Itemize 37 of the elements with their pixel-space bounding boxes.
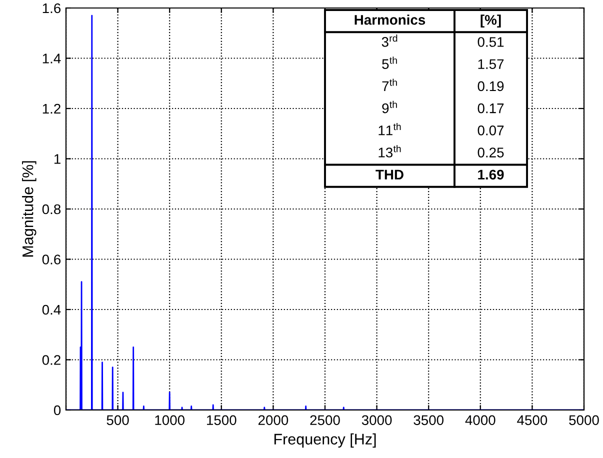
x-tick-label: 1500 (207, 415, 236, 426)
y-tick-label: 1.4 (42, 54, 61, 64)
annotation: 0.51 (478, 37, 504, 47)
annotation: 1.57 (478, 59, 504, 70)
annotation: 9$^{th}$ (382, 100, 397, 114)
x-tick-label: 3500 (414, 415, 444, 426)
annotation: 0.19 (478, 81, 504, 92)
annotation: 5$^{th}$ (382, 56, 397, 69)
y-tick-label: 1 (54, 154, 60, 164)
annotation: 0.25 (478, 148, 504, 158)
x-tick-label: 2500 (310, 415, 340, 426)
annotation: 7$^{th}$ (382, 78, 397, 91)
y-axis-title: Magnitude [%] (22, 161, 36, 257)
x-axis-title: Frequency [Hz] (274, 433, 376, 448)
x-tick-label: 5000 (569, 415, 599, 426)
annotation: 0.07 (478, 126, 504, 136)
x-tick-label: 1000 (155, 415, 185, 426)
y-tick-label: 0.4 (42, 304, 61, 315)
y-tick-label: 1.6 (42, 3, 61, 14)
annotation: THD (376, 170, 404, 180)
annotation: Harmonics (354, 14, 426, 25)
annotation: 0.17 (478, 103, 504, 114)
y-tick-label: 0 (54, 405, 61, 416)
y-tick-label: 0.8 (42, 204, 61, 214)
annotation: 11$^{th}$ (378, 122, 401, 136)
annotation: [%] (480, 14, 501, 28)
x-tick-label: 500 (106, 415, 129, 426)
annotation: 1.69 (478, 170, 504, 180)
x-tick-label: 2000 (258, 415, 288, 426)
y-tick-label: 0.2 (42, 355, 60, 365)
y-tick-label: 1.2 (42, 104, 60, 114)
x-tick-label: 4000 (465, 415, 496, 426)
y-tick-label: 0.6 (42, 254, 61, 264)
x-tick-label: 4500 (517, 415, 548, 426)
x-tick-label: 3000 (362, 415, 392, 426)
annotation: 3$^{rd}$ (382, 34, 398, 47)
annotation: 13$^{th}$ (378, 145, 401, 158)
